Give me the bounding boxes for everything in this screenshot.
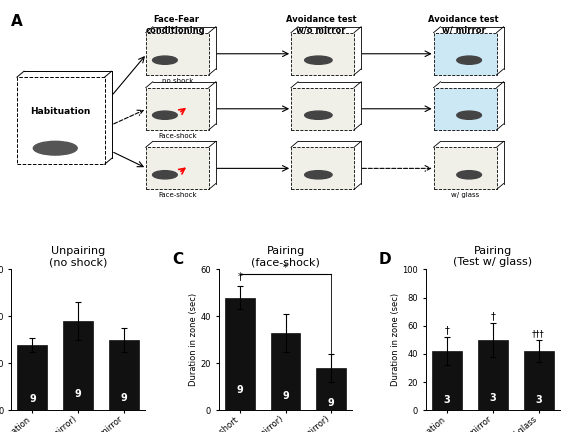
Bar bbox=[432, 351, 462, 410]
Ellipse shape bbox=[457, 56, 481, 64]
Bar bbox=[225, 298, 255, 410]
Ellipse shape bbox=[305, 111, 332, 119]
Text: Face-Fear
conditioning: Face-Fear conditioning bbox=[146, 15, 206, 35]
Polygon shape bbox=[433, 33, 497, 75]
Text: 9: 9 bbox=[29, 394, 36, 403]
Text: w/ glass: w/ glass bbox=[451, 192, 479, 198]
Bar bbox=[271, 333, 300, 410]
Polygon shape bbox=[146, 33, 209, 75]
Polygon shape bbox=[291, 33, 354, 75]
Bar bbox=[524, 351, 553, 410]
Y-axis label: Duration in zone (sec): Duration in zone (sec) bbox=[391, 293, 400, 387]
Polygon shape bbox=[291, 88, 354, 130]
Bar bbox=[478, 340, 508, 410]
Ellipse shape bbox=[152, 171, 177, 179]
Text: 3: 3 bbox=[444, 395, 451, 405]
Polygon shape bbox=[146, 147, 209, 190]
Text: *: * bbox=[238, 272, 242, 282]
Text: 3: 3 bbox=[489, 393, 496, 403]
Polygon shape bbox=[146, 88, 209, 130]
Text: †††: ††† bbox=[532, 330, 545, 338]
Text: Face-shock: Face-shock bbox=[158, 192, 196, 198]
Text: 9: 9 bbox=[75, 389, 82, 399]
Text: Face-shock: Face-shock bbox=[158, 133, 196, 139]
Ellipse shape bbox=[457, 171, 481, 179]
Text: no shock: no shock bbox=[162, 78, 193, 84]
Polygon shape bbox=[433, 147, 497, 190]
Text: C: C bbox=[172, 252, 183, 267]
Text: Avoidance test
w/o mirror: Avoidance test w/o mirror bbox=[286, 15, 356, 35]
Text: A: A bbox=[11, 14, 23, 29]
Text: 3: 3 bbox=[535, 395, 542, 405]
Text: 9: 9 bbox=[282, 391, 289, 401]
Bar bbox=[109, 340, 139, 410]
Bar bbox=[316, 368, 346, 410]
Ellipse shape bbox=[33, 141, 77, 155]
Ellipse shape bbox=[152, 111, 177, 119]
Text: †: † bbox=[444, 326, 449, 336]
Text: †: † bbox=[490, 311, 495, 321]
Title: Unpairing
(no shock): Unpairing (no shock) bbox=[49, 245, 107, 267]
Text: 9: 9 bbox=[120, 393, 127, 403]
Ellipse shape bbox=[457, 111, 481, 119]
Text: D: D bbox=[379, 252, 392, 267]
Bar bbox=[18, 345, 47, 410]
Ellipse shape bbox=[305, 171, 332, 179]
Text: Habituation: Habituation bbox=[31, 108, 91, 117]
Text: 9: 9 bbox=[328, 398, 335, 408]
Polygon shape bbox=[433, 88, 497, 130]
Text: Avoidance test
w/ mirror: Avoidance test w/ mirror bbox=[428, 15, 499, 35]
Polygon shape bbox=[291, 147, 354, 190]
Ellipse shape bbox=[152, 56, 177, 64]
Title: Pairing
(face-shock): Pairing (face-shock) bbox=[251, 245, 320, 267]
Text: 9: 9 bbox=[236, 385, 243, 395]
Bar bbox=[63, 321, 93, 410]
Ellipse shape bbox=[305, 56, 332, 64]
Text: *: * bbox=[283, 263, 288, 273]
Y-axis label: Duration in zone (sec): Duration in zone (sec) bbox=[188, 293, 198, 387]
Title: Pairing
(Test w/ glass): Pairing (Test w/ glass) bbox=[453, 245, 532, 267]
